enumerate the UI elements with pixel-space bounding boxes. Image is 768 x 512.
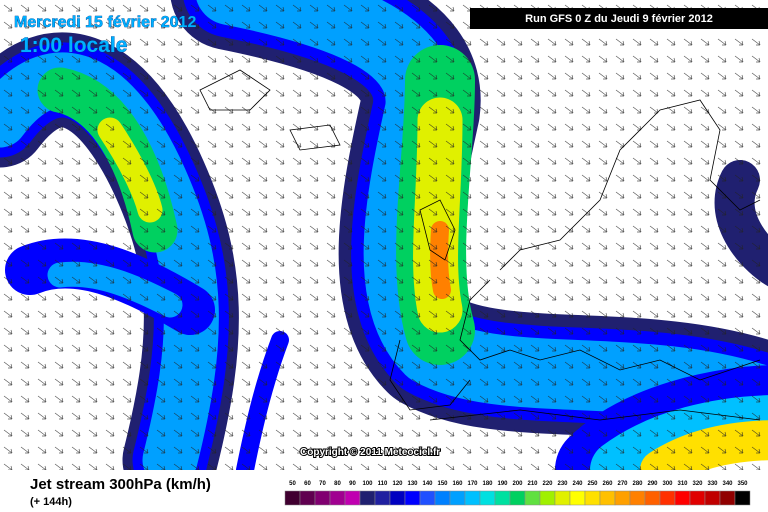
scale-label: 90 [349,481,356,487]
forecast-date: Mercredi 15 février 2012 [14,14,196,31]
scale-cell [734,490,751,506]
scale-cell [299,490,316,506]
scale-label: 200 [512,481,523,487]
scale-cell [344,490,361,506]
scale-label: 280 [632,481,643,487]
scale-label: 170 [467,481,478,487]
forecast-time: 1:00 locale [20,34,127,57]
footer-title: Jet stream 300hPa (km/h) [30,476,211,493]
scale-cell [539,490,556,506]
scale-cell [644,490,661,506]
scale-label: 50 [289,481,296,487]
scale-cell [374,490,391,506]
scale-cell [389,490,406,506]
lead-time: (+ 144h) [30,496,72,508]
scale-label: 70 [319,481,326,487]
scale-cell [449,490,466,506]
scale-cell [419,490,436,506]
scale-cell [284,490,301,506]
copyright: Copyright © 2011 Meteociel.fr [300,447,440,458]
scale-cell [314,490,331,506]
scale-label: 220 [542,481,553,487]
scale-cell [509,490,526,506]
scale-label: 130 [407,481,418,487]
scale-label: 210 [527,481,538,487]
scale-label: 350 [737,481,748,487]
scale-cell [599,490,616,506]
scale-cell [689,490,706,506]
scale-cell [479,490,496,506]
scale-label: 250 [587,481,598,487]
scale-cell [719,490,736,506]
jet-field [0,0,768,470]
scale-cell [704,490,721,506]
scale-label: 60 [304,481,311,487]
scale-label: 240 [572,481,583,487]
scale-cell [569,490,586,506]
scale-cell [464,490,481,506]
scale-label: 190 [497,481,508,487]
scale-label: 230 [557,481,568,487]
scale-label: 270 [617,481,628,487]
scale-label: 330 [707,481,718,487]
scale-cell [614,490,631,506]
scale-cell [359,490,376,506]
scale-cell [494,490,511,506]
scale-cell [404,490,421,506]
scale-label: 100 [362,481,373,487]
scale-label: 290 [647,481,658,487]
scale-label: 340 [722,481,733,487]
scale-cell [524,490,541,506]
scale-cell [554,490,571,506]
scale-label: 110 [378,481,388,487]
scale-cell [329,490,346,506]
scale-label: 120 [392,481,403,487]
scale-label: 300 [662,481,673,487]
run-info: Run GFS 0 Z du Jeudi 9 février 2012 [525,13,713,25]
color-scale: 50 60 70 80 90 100 110 120 130 140 150 160 170 180 190… [284,481,751,506]
scale-label: 80 [334,481,341,487]
scale-cell [674,490,691,506]
scale-label: 140 [422,481,433,487]
scale-cell [629,490,646,506]
scale-label: 150 [437,481,448,487]
run-box [470,8,768,29]
scale-cell [434,490,451,506]
scale-label: 310 [677,481,688,487]
scale-label: 320 [692,481,703,487]
scale-label: 260 [602,481,613,487]
scale-label: 180 [482,481,493,487]
scale-label: 160 [452,481,463,487]
scale-cell [584,490,601,506]
scale-cell [659,490,676,506]
